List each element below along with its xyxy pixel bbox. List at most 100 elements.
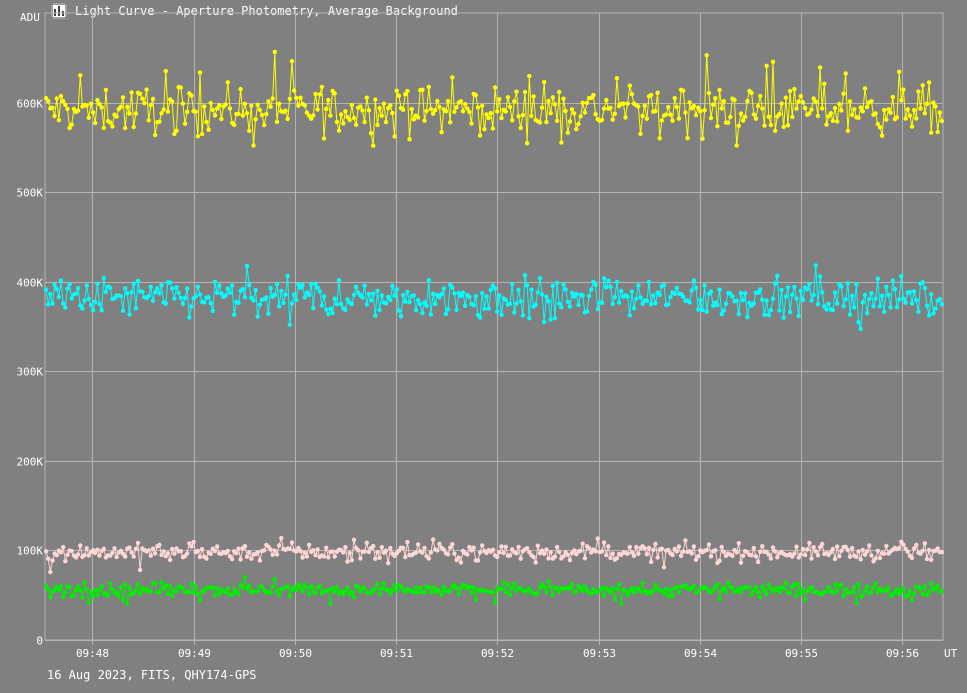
window-title: Light Curve - Aperture Photometry, Avera… xyxy=(75,4,458,18)
data-point xyxy=(445,307,451,312)
data-point xyxy=(884,588,889,593)
data-point xyxy=(546,556,551,561)
data-point xyxy=(822,304,827,309)
data-point xyxy=(604,97,609,103)
data-point xyxy=(651,588,656,593)
data-point xyxy=(507,592,513,598)
data-point xyxy=(631,306,637,311)
data-point xyxy=(48,569,53,575)
data-point xyxy=(465,106,470,111)
data-point xyxy=(428,312,434,317)
data-point xyxy=(300,589,305,594)
data-point xyxy=(240,286,245,292)
data-point xyxy=(580,541,585,546)
data-point xyxy=(890,278,895,283)
data-point xyxy=(131,554,136,559)
data-point xyxy=(792,284,797,290)
data-point xyxy=(217,283,222,288)
data-point xyxy=(225,548,230,554)
data-point xyxy=(424,303,429,308)
data-point xyxy=(46,302,51,307)
data-point xyxy=(495,309,500,314)
data-point xyxy=(627,313,632,318)
data-point xyxy=(309,583,314,589)
data-point xyxy=(110,586,115,592)
data-point xyxy=(114,114,119,119)
data-point xyxy=(135,278,141,283)
data-point xyxy=(873,296,878,301)
data-point xyxy=(856,319,861,325)
data-point xyxy=(608,284,613,289)
data-point xyxy=(734,143,739,148)
data-point xyxy=(125,291,130,296)
data-point xyxy=(693,112,699,118)
data-point xyxy=(61,545,66,550)
data-point xyxy=(531,94,536,99)
data-point xyxy=(939,302,945,307)
data-point xyxy=(672,95,677,101)
data-point xyxy=(820,290,825,295)
data-point xyxy=(740,297,746,303)
data-point xyxy=(858,326,863,331)
data-point xyxy=(165,551,171,556)
data-point xyxy=(715,303,720,308)
data-point xyxy=(730,553,735,558)
data-point xyxy=(781,124,786,129)
data-point xyxy=(755,559,761,565)
data-point xyxy=(892,287,898,292)
data-point xyxy=(324,307,329,312)
data-point xyxy=(832,582,838,587)
data-point xyxy=(195,284,201,289)
data-point xyxy=(225,286,230,291)
data-point xyxy=(884,284,889,290)
data-point xyxy=(413,585,419,590)
data-point xyxy=(63,590,68,595)
data-point xyxy=(445,552,451,557)
data-point xyxy=(548,317,553,322)
data-point xyxy=(779,287,784,293)
data-point xyxy=(619,601,624,606)
data-point xyxy=(743,114,748,119)
data-point xyxy=(725,120,731,125)
data-point xyxy=(708,115,714,121)
data-point xyxy=(758,595,763,600)
data-point xyxy=(542,584,547,590)
data-point xyxy=(663,586,669,591)
data-point xyxy=(294,297,299,303)
data-point xyxy=(407,299,412,305)
data-point xyxy=(135,540,141,546)
data-point xyxy=(120,95,126,100)
data-point xyxy=(897,592,902,597)
data-point xyxy=(644,298,650,304)
data-point xyxy=(467,109,472,115)
data-point xyxy=(157,589,162,595)
data-point xyxy=(661,565,667,570)
data-point xyxy=(753,584,759,590)
data-point xyxy=(236,300,241,305)
data-point xyxy=(266,99,271,104)
data-point xyxy=(738,560,744,565)
data-point xyxy=(336,128,342,133)
data-point xyxy=(78,588,83,593)
data-point xyxy=(484,294,489,299)
data-point xyxy=(345,559,350,564)
data-point xyxy=(90,594,96,599)
data-point xyxy=(381,581,387,586)
data-point xyxy=(768,122,774,128)
data-point xyxy=(807,540,812,546)
data-point xyxy=(762,588,767,593)
data-point xyxy=(839,284,844,289)
data-point xyxy=(826,301,831,306)
data-point xyxy=(247,128,252,133)
data-point xyxy=(939,118,945,124)
data-point xyxy=(689,551,694,556)
y-tick-label: 300K xyxy=(17,366,44,379)
data-point xyxy=(907,289,913,295)
x-tick-label: 09:52 xyxy=(481,647,514,660)
data-point xyxy=(67,125,72,131)
data-point xyxy=(766,313,771,318)
data-point xyxy=(869,291,874,296)
data-point xyxy=(612,294,617,300)
data-point xyxy=(123,125,128,131)
